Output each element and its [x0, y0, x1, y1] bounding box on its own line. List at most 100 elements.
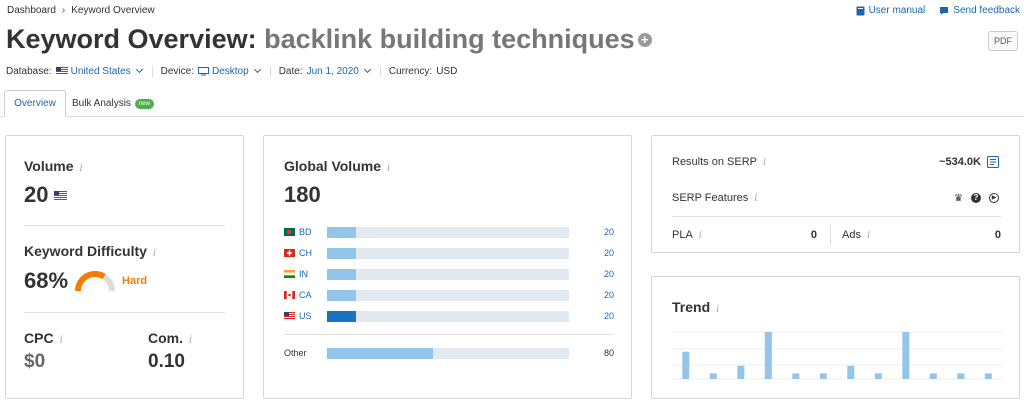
country-code: CA	[299, 290, 312, 300]
trend-bar[interactable]	[874, 373, 882, 379]
crown-icon[interactable]: ♛	[954, 192, 963, 204]
volume-card: Volume i 20 Keyword Difficulty i 68% Hard …	[5, 135, 244, 399]
add-keyword-icon[interactable]: +	[637, 33, 652, 47]
chat-bubble-icon	[940, 6, 949, 15]
trend-bar[interactable]	[819, 373, 827, 379]
trend-bar[interactable]	[709, 373, 717, 379]
currency-info: Currency: USD	[379, 65, 465, 77]
country-row-us[interactable]: US 20	[284, 310, 614, 322]
us-flag-icon	[284, 312, 295, 320]
cpc-value-row: $0	[24, 351, 45, 373]
country-code: CH	[299, 248, 312, 258]
global-volume-card: Global Volume i 180 BD 20 CH 20 IN 20 CA …	[263, 135, 632, 399]
country-volume: 20	[603, 311, 614, 321]
country-row-ch[interactable]: CH 20	[284, 247, 614, 259]
ads-label: Ads	[842, 229, 861, 241]
info-icon[interactable]: i	[189, 335, 193, 346]
divider	[24, 312, 225, 313]
serp-card: Results on SERP i ~534.0K SERP Features i …	[651, 135, 1020, 253]
tab-bulk-analysis[interactable]: Bulk Analysis new	[72, 90, 154, 117]
play-icon[interactable]: ▶	[989, 193, 999, 203]
serp-list-icon[interactable]	[987, 156, 999, 168]
currency-value: USD	[436, 65, 458, 77]
kd-value: 68%	[24, 268, 69, 293]
info-icon[interactable]: i	[762, 157, 767, 168]
chevron-down-icon	[135, 65, 143, 74]
send-feedback-link[interactable]: Send feedback	[939, 5, 1020, 16]
breadcrumb-current: Keyword Overview	[71, 5, 155, 16]
other-label: Other	[284, 348, 307, 358]
divider	[24, 225, 225, 226]
device-value: Desktop	[212, 65, 249, 77]
trend-bar[interactable]	[957, 373, 965, 379]
kd-gauge	[75, 271, 116, 292]
trend-bar[interactable]	[984, 373, 992, 379]
serp-features-row: SERP Features i ♛ ? ▶	[672, 192, 999, 204]
ch-flag-icon	[284, 249, 295, 257]
trend-bar[interactable]	[764, 332, 772, 379]
info-icon[interactable]: i	[152, 248, 157, 259]
country-volume: 20	[603, 269, 614, 279]
breadcrumb-dashboard[interactable]: Dashboard	[7, 5, 56, 16]
trend-bar[interactable]	[792, 373, 800, 379]
chevron-down-icon	[363, 65, 371, 74]
tab-overview[interactable]: Overview	[4, 90, 66, 117]
ads-value: 0	[994, 229, 1001, 241]
trend-bar[interactable]	[737, 365, 745, 379]
date-filter[interactable]: Date: Jun 1, 2020	[269, 65, 380, 77]
trend-bar[interactable]	[682, 351, 690, 379]
database-filter[interactable]: Database: United States	[6, 66, 152, 77]
volume-bar	[327, 289, 357, 301]
divider	[830, 225, 831, 245]
com-value: 0.10	[148, 351, 185, 372]
country-code: IN	[299, 269, 308, 279]
kd-section: Keyword Difficulty i	[24, 243, 156, 261]
results-on-serp-value: ~534.0K	[939, 156, 981, 168]
info-icon[interactable]: i	[386, 163, 391, 174]
country-volume: 20	[603, 227, 614, 237]
ca-flag-icon	[284, 291, 295, 299]
info-icon[interactable]: i	[754, 193, 758, 204]
chevron-down-icon	[253, 65, 261, 74]
divider	[284, 334, 614, 335]
volume-section: Volume i	[24, 158, 83, 176]
volume-bar	[327, 226, 357, 238]
cpc-value: $0	[24, 351, 46, 372]
trend-bar[interactable]	[902, 332, 910, 379]
kd-label: Keyword Difficulty	[24, 243, 147, 259]
cpc-label: CPC	[24, 330, 54, 346]
info-icon[interactable]: i	[698, 230, 702, 241]
page-title: Keyword Overview: backlink building tech…	[6, 24, 652, 55]
kd-value-row: 68% Hard	[24, 268, 147, 294]
volume-bar	[327, 268, 357, 280]
trend-bar[interactable]	[929, 373, 937, 379]
pla-row: PLA i 0	[672, 229, 817, 241]
date-value: Jun 1, 2020	[306, 65, 359, 77]
page-title-keyword: backlink building techniques	[264, 24, 635, 54]
trend-bar[interactable]	[847, 365, 855, 379]
pdf-button[interactable]: PDF	[988, 31, 1018, 51]
filters-bar: Database: United States Device: Desktop …	[6, 64, 465, 78]
device-filter[interactable]: Device: Desktop	[151, 65, 270, 77]
info-icon[interactable]: i	[79, 163, 83, 174]
country-row-other: Other 80	[284, 347, 614, 359]
com-section: Com. i	[148, 330, 192, 348]
question-icon[interactable]: ?	[971, 193, 981, 203]
send-feedback-label: Send feedback	[953, 5, 1020, 16]
user-manual-label: User manual	[868, 5, 926, 16]
country-row-ca[interactable]: CA 20	[284, 289, 614, 301]
page-title-prefix: Keyword Overview:	[6, 24, 257, 54]
country-row-in[interactable]: IN 20	[284, 268, 614, 280]
volume-label: Volume	[24, 158, 74, 174]
volume-bar	[327, 310, 357, 322]
info-icon[interactable]: i	[866, 230, 871, 241]
trend-label: Trend	[672, 299, 711, 315]
info-icon[interactable]: i	[59, 335, 63, 346]
country-volume: 20	[603, 290, 614, 300]
global-volume-label: Global Volume	[284, 158, 381, 174]
info-icon[interactable]: i	[716, 304, 720, 315]
country-row-bd[interactable]: BD 20	[284, 226, 614, 238]
pla-label: PLA	[672, 229, 693, 241]
bd-flag-icon	[284, 228, 295, 236]
user-manual-link[interactable]: User manual	[856, 5, 926, 16]
